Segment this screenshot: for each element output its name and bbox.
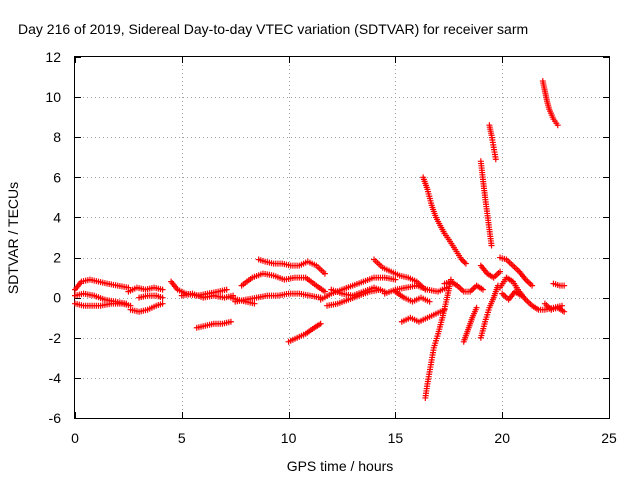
x-axis-label: GPS time / hours xyxy=(287,458,394,474)
series-pass-14 xyxy=(285,320,324,345)
series-pass-22 xyxy=(420,174,469,267)
series-pass-28 xyxy=(477,282,501,341)
y-tick-label: 8 xyxy=(53,129,61,145)
x-tick-label: 20 xyxy=(494,430,510,446)
y-tick-label: 10 xyxy=(45,89,61,105)
series-pass-03 xyxy=(72,300,134,309)
x-tick-label: 15 xyxy=(388,430,404,446)
data-point xyxy=(529,282,536,289)
series-pass-15 xyxy=(317,274,399,303)
data-point xyxy=(321,270,328,277)
chart-title: Day 216 of 2019, Sidereal Day-to-day VTE… xyxy=(18,21,528,37)
x-tick-label: 25 xyxy=(601,430,617,446)
series-pass-30 xyxy=(497,254,536,289)
data-point xyxy=(392,276,399,283)
data-point xyxy=(227,318,234,325)
data-point xyxy=(462,260,469,267)
y-tick-label: 2 xyxy=(53,250,61,266)
data-point xyxy=(321,288,328,295)
series-pass-12 xyxy=(255,256,328,277)
series-pass-23 xyxy=(422,276,454,401)
series-pass-11 xyxy=(238,270,328,295)
data-point xyxy=(559,302,566,309)
data-point xyxy=(492,156,499,163)
series-pass-31 xyxy=(497,274,566,313)
series-pass-32 xyxy=(499,288,525,303)
y-tick-label: 12 xyxy=(45,49,61,65)
series-pass-24 xyxy=(441,278,486,295)
x-tick-label: 0 xyxy=(71,430,79,446)
series-pass-35 xyxy=(550,280,568,289)
data-point xyxy=(317,320,324,327)
data-point xyxy=(518,292,525,299)
data-point xyxy=(554,122,561,129)
data-markers xyxy=(72,78,568,401)
y-tick-label: 6 xyxy=(53,169,61,185)
series-pass-05 xyxy=(127,300,166,315)
series-pass-33 xyxy=(539,78,561,129)
data-point xyxy=(251,300,258,307)
data-point xyxy=(488,242,495,249)
series-pass-04 xyxy=(125,284,166,295)
data-point xyxy=(426,298,433,305)
plot-frame xyxy=(74,56,610,419)
y-tick-label: 0 xyxy=(53,290,61,306)
data-point xyxy=(561,308,568,315)
series-pass-01 xyxy=(72,276,132,293)
axis-ticks: 0 5 10 15 20 25 -6 -4 -2 0 2 4 6 8 10 12 xyxy=(45,49,617,446)
data-point xyxy=(561,282,568,289)
data-point xyxy=(497,268,504,275)
y-axis-label: SDTVAR / TECUs xyxy=(5,182,21,294)
series-pass-17 xyxy=(328,284,388,299)
y-tick-label: -2 xyxy=(49,330,62,346)
series-pass-19 xyxy=(381,282,450,297)
data-point xyxy=(223,286,230,293)
series-pass-26 xyxy=(477,158,495,249)
series-pass-09 xyxy=(193,318,234,331)
y-tick-label: -6 xyxy=(49,410,62,426)
series-pass-34 xyxy=(541,300,568,315)
y-tick-label: 4 xyxy=(53,209,61,225)
series-pass-20 xyxy=(392,288,433,305)
series-pass-06 xyxy=(136,292,166,301)
series-pass-27 xyxy=(486,122,499,163)
x-tick-label: 10 xyxy=(281,430,297,446)
x-tick-label: 5 xyxy=(178,430,186,446)
data-point xyxy=(159,300,166,307)
series-pass-25 xyxy=(460,304,480,345)
data-point xyxy=(159,294,166,301)
data-point xyxy=(159,286,166,293)
series-pass-29 xyxy=(477,262,504,281)
series-pass-13 xyxy=(232,290,324,305)
grid-lines xyxy=(75,57,609,418)
data-point xyxy=(479,286,486,293)
y-tick-label: -4 xyxy=(49,370,62,386)
data-point xyxy=(473,304,480,311)
